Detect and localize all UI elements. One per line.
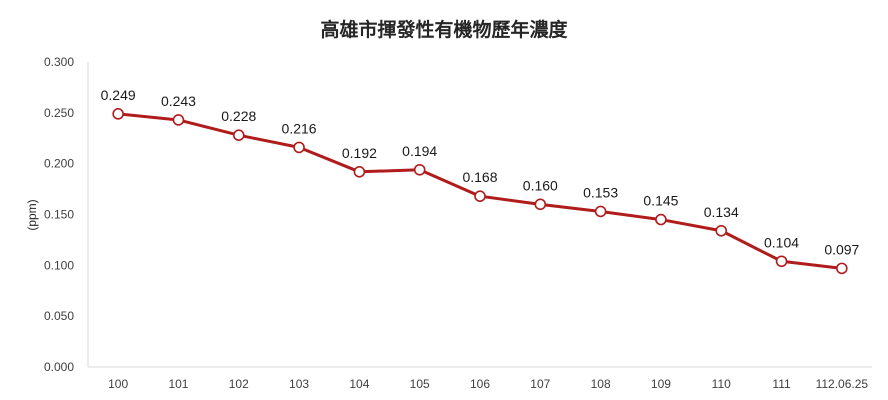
x-tick-label: 111 bbox=[772, 377, 791, 391]
data-point bbox=[293, 141, 305, 154]
y-axis-label: (ppm) bbox=[25, 199, 39, 230]
data-label: 0.097 bbox=[824, 241, 859, 257]
data-point bbox=[353, 166, 366, 178]
data-label: 0.134 bbox=[704, 204, 739, 220]
data-point bbox=[112, 108, 124, 120]
data-label: 0.160 bbox=[523, 177, 558, 193]
y-tick-label: 0.200 bbox=[44, 157, 74, 171]
y-tick-label: 0.300 bbox=[44, 55, 74, 69]
data-point bbox=[836, 262, 848, 275]
data-point bbox=[775, 255, 788, 268]
y-tick-label: 0.150 bbox=[44, 208, 74, 222]
x-tick-label: 103 bbox=[289, 377, 309, 391]
x-tick-label: 105 bbox=[410, 377, 430, 391]
x-tick-label: 106 bbox=[470, 377, 490, 391]
data-label: 0.216 bbox=[282, 120, 317, 136]
y-tick-label: 0.000 bbox=[44, 360, 74, 374]
x-tick-label: 102 bbox=[229, 377, 249, 391]
data-label: 0.168 bbox=[462, 169, 497, 185]
x-tick-label: 112.06.25 bbox=[816, 377, 869, 391]
data-point bbox=[534, 198, 547, 211]
data-point bbox=[474, 190, 486, 202]
data-label: 0.153 bbox=[583, 184, 618, 200]
x-tick-label: 110 bbox=[712, 377, 731, 391]
data-point bbox=[232, 129, 245, 141]
data-point bbox=[413, 163, 426, 176]
x-tick-label: 104 bbox=[349, 377, 369, 391]
data-label: 0.145 bbox=[643, 193, 678, 209]
y-tick-label: 0.250 bbox=[44, 106, 74, 120]
data-label: 0.104 bbox=[764, 234, 799, 250]
x-tick-label: 101 bbox=[168, 377, 188, 391]
y-tick-label: 0.100 bbox=[44, 258, 74, 272]
chart-title: 高雄市揮發性有機物歷年濃度 bbox=[320, 18, 568, 41]
data-label: 0.228 bbox=[221, 108, 256, 124]
x-tick-label: 100 bbox=[108, 377, 128, 391]
x-tick-label: 107 bbox=[530, 377, 550, 391]
x-tick-label: 109 bbox=[651, 377, 671, 391]
data-point bbox=[655, 213, 667, 226]
data-point bbox=[594, 205, 607, 218]
y-tick-label: 0.050 bbox=[44, 309, 74, 323]
data-point bbox=[715, 224, 728, 237]
data-label: 0.249 bbox=[101, 87, 136, 103]
x-tick-label: 108 bbox=[591, 377, 611, 391]
data-label: 0.243 bbox=[161, 93, 196, 109]
data-label: 0.194 bbox=[402, 143, 437, 159]
plot-area: 0.000 0.050 0.100 0.150 0.200 0.250 0.300 100 10… bbox=[44, 55, 872, 391]
data-label: 0.192 bbox=[342, 145, 377, 161]
data-point bbox=[172, 114, 185, 126]
